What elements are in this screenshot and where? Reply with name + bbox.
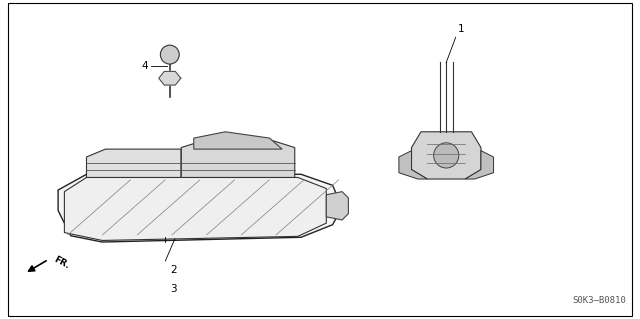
Polygon shape (194, 132, 282, 149)
Polygon shape (326, 192, 348, 220)
Polygon shape (412, 132, 481, 179)
Polygon shape (465, 151, 493, 179)
Text: 4: 4 (141, 61, 148, 70)
Text: S0K3–B0810: S0K3–B0810 (572, 296, 626, 305)
Polygon shape (181, 140, 295, 177)
Polygon shape (65, 177, 326, 241)
Polygon shape (58, 174, 342, 242)
Text: FR.: FR. (52, 255, 70, 270)
Text: 3: 3 (170, 284, 177, 294)
Polygon shape (399, 151, 428, 179)
Text: 1: 1 (458, 24, 464, 34)
Circle shape (434, 143, 459, 168)
Text: 2: 2 (170, 265, 177, 275)
Polygon shape (159, 71, 180, 85)
Circle shape (161, 45, 179, 64)
Polygon shape (86, 149, 181, 177)
